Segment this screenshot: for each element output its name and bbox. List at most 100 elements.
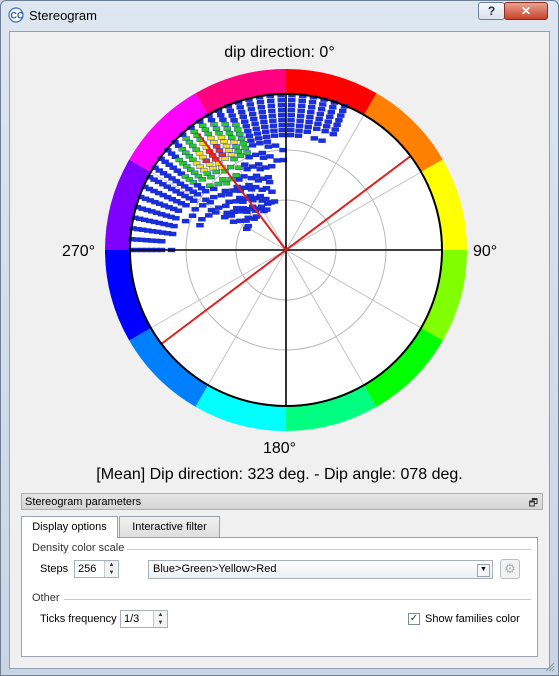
color-scale-select[interactable]: Blue>Green>Yellow>Red ▼ (148, 560, 493, 579)
density-cell (296, 118, 304, 123)
density-cell (207, 174, 215, 180)
density-cell (209, 194, 218, 200)
density-cell (221, 156, 229, 162)
steps-spin-arrows[interactable]: ▲ ▼ (104, 561, 118, 577)
density-cell (181, 184, 189, 189)
density-cell (207, 135, 215, 141)
density-cell (207, 117, 216, 123)
density-cell (273, 158, 281, 163)
grid-radial-line (285, 171, 422, 251)
resize-grip-icon[interactable] (545, 662, 555, 672)
tab-display-options[interactable]: Display options (21, 516, 118, 538)
stereonet-axes (130, 94, 442, 406)
density-cells (127, 92, 349, 253)
density-cell (337, 113, 345, 118)
density-cell (288, 97, 296, 103)
density-cell (251, 152, 260, 158)
density-cell (253, 131, 262, 136)
density-cell (264, 144, 272, 149)
ticks-frequency-value: 1/3 (124, 613, 140, 625)
density-cell (212, 210, 220, 215)
gear-icon: ⚙ (504, 561, 516, 576)
density-cell (279, 157, 288, 163)
density-cell (296, 113, 305, 118)
density-cell (242, 124, 251, 129)
density-cell (268, 113, 277, 118)
density-cell (204, 131, 212, 137)
density-cell (287, 112, 295, 118)
density-cell (269, 118, 277, 123)
density-cell (158, 239, 166, 244)
density-cell (167, 151, 176, 156)
steps-spinbox[interactable]: 256 ▲ ▼ (74, 560, 119, 578)
density-cell (206, 183, 214, 188)
density-cell (173, 168, 181, 173)
color-scale-edit-button[interactable]: ⚙ (500, 559, 520, 579)
density-cell (232, 122, 240, 128)
density-cell (165, 162, 173, 167)
density-cell (278, 122, 286, 128)
density-cell (225, 130, 234, 136)
close-button[interactable]: ✕ (504, 2, 548, 20)
density-cell (168, 176, 176, 181)
float-panel-icon[interactable]: 🗗 (528, 498, 538, 509)
help-button[interactable]: ? (478, 2, 505, 20)
density-cell (248, 143, 257, 148)
svg-text:CC: CC (11, 11, 24, 21)
grid-radial-line (285, 114, 365, 251)
density-cell (254, 136, 263, 141)
show-families-checkbox[interactable]: ✓ (408, 613, 420, 625)
density-cell (177, 171, 186, 176)
density-cell (268, 108, 276, 113)
density-cell (257, 105, 266, 110)
density-cell (215, 130, 223, 136)
density-cell (277, 107, 286, 113)
density-cell (198, 217, 206, 222)
density-cell (179, 161, 187, 166)
density-cell (313, 126, 321, 131)
density-cell (189, 189, 197, 194)
density-cell (250, 116, 258, 122)
steps-value: 256 (78, 563, 97, 575)
density-cell (189, 180, 198, 185)
density-cell (270, 199, 279, 204)
density-cell (190, 129, 198, 134)
density-cell (212, 126, 221, 131)
density-cell (212, 144, 221, 149)
chevron-down-icon[interactable]: ▼ (477, 564, 490, 577)
density-cell (277, 102, 286, 108)
ring-segment (129, 328, 208, 407)
mean-dip-direction-line (197, 132, 287, 251)
density-cell (310, 136, 319, 141)
density-cell (188, 213, 197, 218)
density-cell (172, 178, 180, 184)
density-cell (251, 121, 259, 127)
density-cell (150, 177, 158, 182)
density-cell (245, 155, 253, 160)
density-cell (258, 109, 266, 115)
density-cell (198, 123, 207, 128)
density-cell (215, 148, 224, 153)
ticks-spin-arrows[interactable]: ▲ ▼ (153, 611, 167, 627)
density-cell (263, 139, 272, 144)
density-cell (270, 128, 278, 133)
stereogram-parameters-panel: Stereogram parameters 🗗 Display options … (21, 493, 545, 658)
density-cell (278, 127, 287, 133)
ring-segment (129, 93, 208, 172)
tab-interactive-filter[interactable]: Interactive filter (119, 516, 220, 537)
density-cell (219, 117, 227, 122)
density-cell (220, 139, 228, 144)
density-cell (217, 193, 226, 198)
show-families-label: Show families color (425, 613, 520, 625)
title-bar[interactable]: CC Stereogram ? ✕ (1, 1, 558, 29)
density-cell (244, 223, 253, 229)
density-cell (297, 108, 305, 113)
density-cell (181, 218, 190, 224)
ticks-frequency-spinbox[interactable]: 1/3 ▲ ▼ (120, 610, 168, 628)
density-cell (265, 179, 274, 185)
density-cell (236, 153, 245, 158)
density-cell (201, 127, 210, 132)
density-cell (222, 143, 231, 149)
ring-segment (105, 159, 151, 250)
west-label: 270° (62, 243, 96, 260)
